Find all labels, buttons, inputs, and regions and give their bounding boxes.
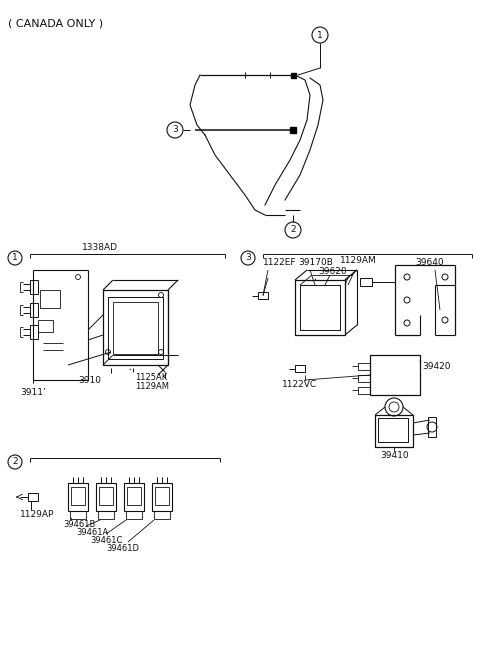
Bar (108, 297, 163, 359)
Text: 39461A: 39461A (76, 528, 108, 537)
Text: 1122EF: 1122EF (263, 258, 297, 267)
Text: 39620: 39620 (318, 267, 347, 276)
Text: 1: 1 (317, 30, 323, 39)
Bar (30, 325, 38, 339)
Bar (290, 72, 296, 78)
Bar (71, 487, 85, 505)
Bar (360, 278, 372, 286)
Bar (70, 511, 86, 519)
Text: 39420: 39420 (422, 362, 451, 371)
Text: 39640: 39640 (415, 258, 444, 267)
Text: 3: 3 (172, 125, 178, 135)
Bar (152, 483, 172, 511)
Bar (96, 483, 116, 511)
Bar (103, 290, 168, 365)
Text: 1129AM: 1129AM (135, 382, 169, 391)
Text: 1: 1 (12, 254, 18, 263)
Text: 3911’: 3911’ (20, 388, 46, 397)
Text: 1129AM: 1129AM (340, 256, 377, 265)
Bar (295, 365, 305, 372)
Bar (358, 363, 370, 370)
Bar (38, 320, 53, 332)
Text: 1338AD: 1338AD (82, 243, 118, 252)
Text: 39461C: 39461C (90, 536, 122, 545)
Bar (127, 487, 141, 505)
Bar (124, 483, 144, 511)
Bar (258, 292, 268, 299)
Bar (68, 483, 88, 511)
Bar (113, 302, 158, 354)
Bar (30, 280, 38, 294)
Bar (378, 418, 408, 442)
Text: ( CANADA ONLY ): ( CANADA ONLY ) (8, 18, 103, 28)
Bar (428, 417, 436, 437)
Bar (28, 493, 38, 501)
Bar (290, 127, 296, 133)
Bar (30, 303, 38, 317)
Bar (155, 487, 169, 505)
Text: 2: 2 (12, 457, 18, 466)
Bar (40, 290, 60, 308)
Text: 1125AK: 1125AK (135, 373, 167, 382)
Bar (154, 511, 170, 519)
Text: 2: 2 (290, 225, 296, 235)
Bar (300, 285, 340, 330)
Bar (358, 387, 370, 394)
Text: 1122VC: 1122VC (282, 380, 317, 389)
Bar (358, 375, 370, 382)
Text: 39461B: 39461B (63, 520, 96, 529)
Bar (375, 415, 413, 447)
Text: 1129AP: 1129AP (20, 510, 54, 519)
Text: 3910: 3910 (78, 376, 101, 385)
Bar (370, 355, 420, 395)
Text: 39410: 39410 (380, 451, 408, 460)
Bar (295, 280, 345, 335)
Bar (98, 511, 114, 519)
Bar (99, 487, 113, 505)
Text: 39461D: 39461D (106, 544, 139, 553)
Bar (126, 511, 142, 519)
Text: 39170B: 39170B (298, 258, 333, 267)
Text: 3: 3 (245, 254, 251, 263)
